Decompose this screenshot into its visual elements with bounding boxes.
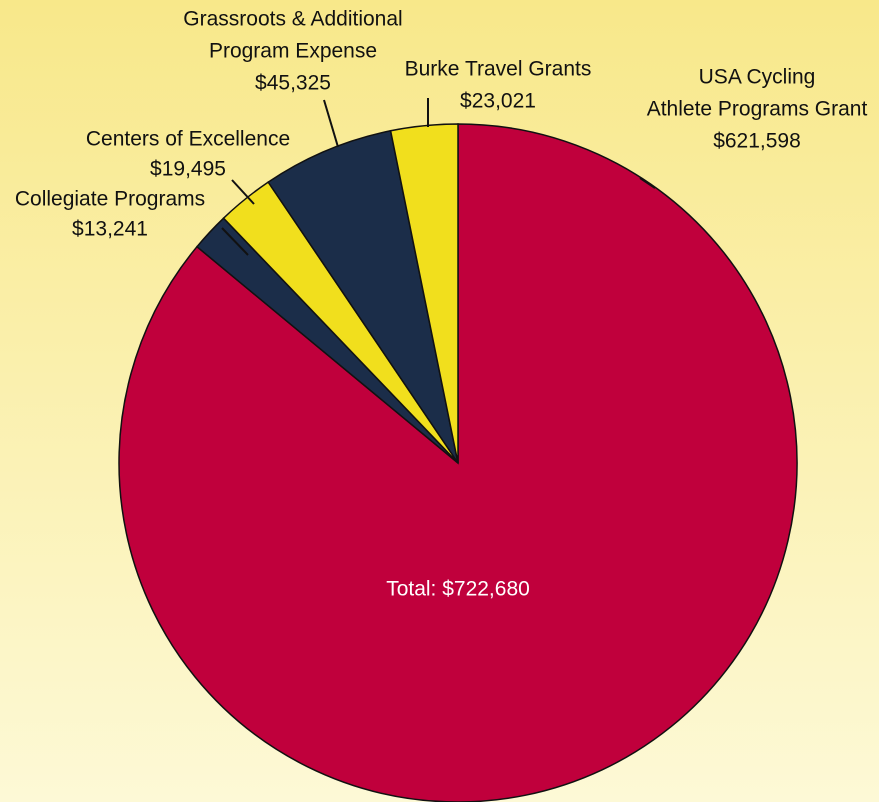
value-label: $19,495: [150, 158, 226, 181]
slice-label: Athlete Programs Grant: [647, 98, 868, 121]
leader-line: [231, 179, 255, 205]
slice-label: Program Expense: [209, 40, 377, 63]
leader-line: [221, 227, 249, 256]
slice-label: USA Cycling: [699, 66, 816, 89]
value-label: $621,598: [713, 130, 801, 153]
leader-line: [639, 177, 656, 189]
slice-label: Centers of Excellence: [86, 128, 290, 151]
value-label: $45,325: [255, 72, 331, 95]
value-label: $13,241: [72, 218, 148, 241]
labels: USA Cycling Athlete Programs Grant $621,59…: [15, 8, 868, 256]
slice-label: Grassroots & Additional: [183, 8, 402, 31]
slice-label: Burke Travel Grants: [405, 58, 592, 81]
total-label: Total: $722,680: [386, 578, 530, 601]
pie: [118, 123, 798, 802]
slice-label: Collegiate Programs: [15, 188, 205, 211]
pie-slice: [389, 123, 459, 464]
value-label: $23,021: [460, 90, 536, 113]
pie-slice: [267, 129, 459, 464]
leader-line: [323, 99, 339, 148]
